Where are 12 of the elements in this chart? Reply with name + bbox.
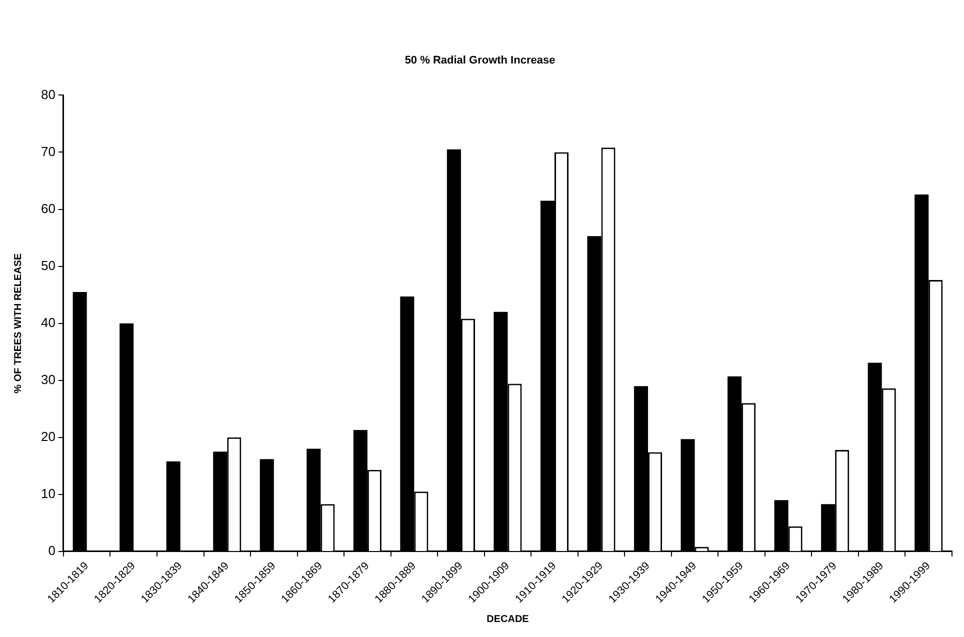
y-tick-label: 70 bbox=[40, 144, 56, 159]
chart-title: 50 % Radial Growth Increase bbox=[404, 54, 556, 67]
y-tick-label: 10 bbox=[40, 486, 56, 502]
y-axis-title: % OF TREES WITH RELEASE bbox=[12, 253, 24, 394]
y-tick-label: 20 bbox=[40, 428, 56, 444]
y-tick-label: 30 bbox=[40, 372, 56, 387]
y-tick-label: 0 bbox=[48, 543, 56, 558]
y-tick-label: 50 bbox=[40, 258, 56, 273]
y-tick-label: 40 bbox=[40, 314, 56, 330]
y-tick-label: 80 bbox=[40, 86, 56, 102]
y-tick-label: 60 bbox=[40, 200, 56, 216]
x-axis-title: DECADE bbox=[486, 614, 530, 625]
